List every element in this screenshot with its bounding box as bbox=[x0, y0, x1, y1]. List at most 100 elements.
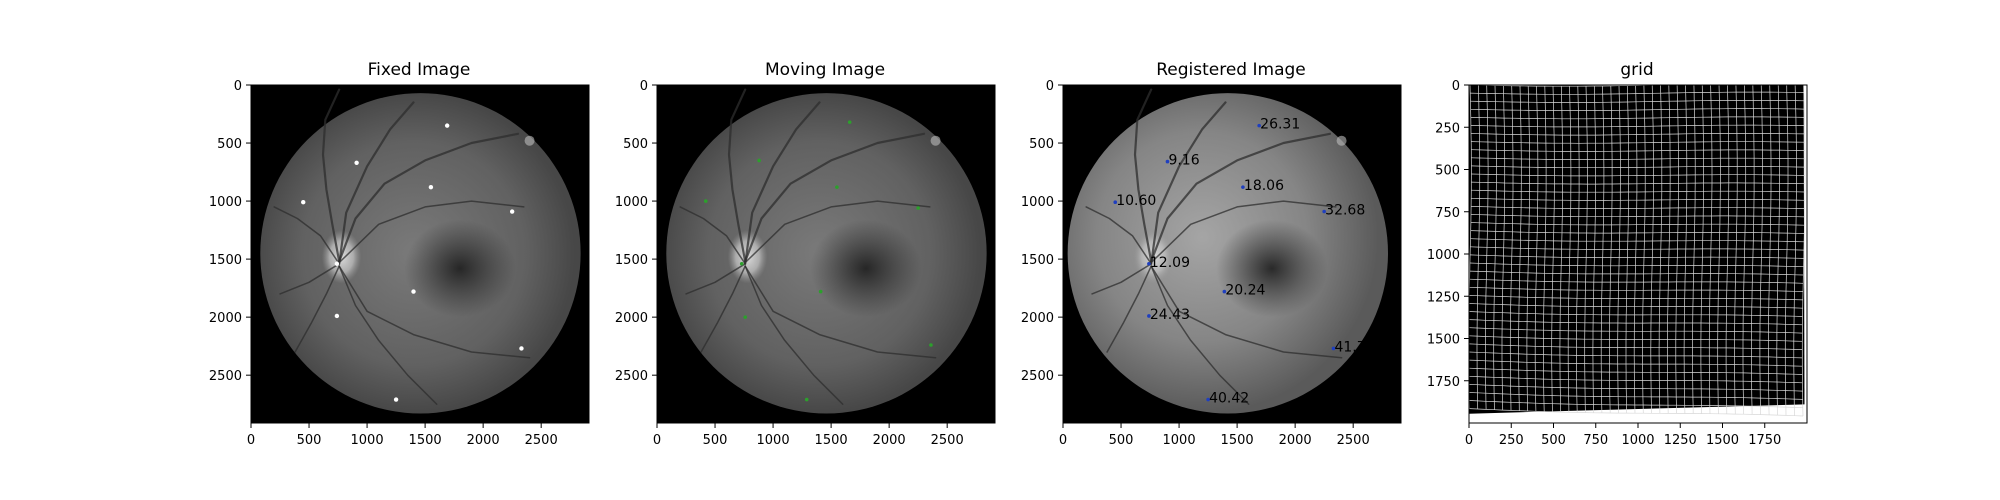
x-tick-label: 750 bbox=[1583, 433, 1608, 448]
macula bbox=[1216, 219, 1328, 318]
grid-line-horizontal bbox=[1469, 351, 1803, 359]
y-tick-label: 1000 bbox=[209, 195, 242, 210]
grid-line-horizontal bbox=[1469, 303, 1803, 309]
vessel bbox=[338, 101, 415, 265]
x-tick-label: 1750 bbox=[1748, 433, 1781, 448]
landmark-point bbox=[1257, 123, 1261, 128]
grid-line-horizontal bbox=[1470, 133, 1805, 136]
distance-label: 24.43 bbox=[1150, 307, 1190, 323]
distance-label: 20.24 bbox=[1225, 283, 1265, 299]
vessel bbox=[744, 101, 821, 265]
grid-line-horizontal bbox=[1470, 91, 1804, 95]
landmark-points bbox=[301, 123, 524, 402]
x-tick-label: 2500 bbox=[525, 433, 558, 448]
y-tick-label: 2000 bbox=[1021, 311, 1054, 326]
vessel bbox=[294, 265, 340, 353]
grid-line-horizontal bbox=[1471, 189, 1805, 193]
landmark-point bbox=[411, 289, 416, 294]
landmark-points: 26.31 9.16 18.06 10.60 32.68 12.09 20.24 24.43 4… bbox=[1113, 117, 1366, 407]
y-tick-label: 2500 bbox=[615, 369, 648, 384]
fixed-image-axes: 0 500 1000 1500 2000 2500 0 500 1000 1500 2000 2500 bbox=[209, 79, 590, 448]
axis-ticks: 0 500 1000 1500 2000 2500 0 500 1000 1500 2000 2500 bbox=[615, 79, 964, 448]
vessel bbox=[700, 265, 746, 353]
y-tick-label: 1000 bbox=[1021, 195, 1054, 210]
x-tick-label: 0 bbox=[653, 433, 661, 448]
panel-title: grid bbox=[1620, 60, 1653, 80]
landmark-point bbox=[1322, 209, 1326, 214]
x-tick-label: 2000 bbox=[467, 433, 500, 448]
grid-line-horizontal bbox=[1470, 222, 1805, 226]
grid-line-horizontal bbox=[1469, 295, 1803, 301]
grid-line-horizontal bbox=[1471, 181, 1806, 185]
landmark-point bbox=[334, 313, 340, 319]
grid-axes: 0 250 500 750 1000 1250 1500 1750 0 250 500 750 1000… bbox=[1427, 79, 1808, 448]
grid-line-horizontal bbox=[1469, 270, 1804, 276]
grid-line-horizontal bbox=[1469, 262, 1804, 268]
moving-image-axes: 0 500 1000 1500 2000 2500 0 500 1000 1500 2000 2500 bbox=[615, 79, 996, 448]
y-tick-label: 500 bbox=[217, 137, 242, 152]
grid-line-horizontal bbox=[1470, 108, 1805, 111]
fundus-image bbox=[1063, 85, 1401, 423]
y-tick-label: 1500 bbox=[615, 253, 648, 268]
grid-line-horizontal bbox=[1469, 384, 1803, 392]
axis-ticks: 0 250 500 750 1000 1250 1500 1750 0 250 500 750 1000… bbox=[1427, 79, 1781, 448]
y-tick-label: 2000 bbox=[615, 311, 648, 326]
vessel bbox=[338, 132, 520, 263]
y-tick-label: 1250 bbox=[1427, 290, 1460, 305]
x-tick-label: 0 bbox=[1059, 433, 1067, 448]
vessel bbox=[1085, 206, 1152, 265]
grid-line-horizontal bbox=[1469, 327, 1803, 334]
vessel bbox=[744, 265, 937, 359]
grid-line-horizontal bbox=[1470, 124, 1805, 128]
vessel bbox=[279, 263, 340, 295]
distance-label: 32.68 bbox=[1325, 203, 1365, 219]
panel-title: Fixed Image bbox=[368, 60, 471, 80]
x-tick-label: 1000 bbox=[757, 433, 790, 448]
y-tick-label: 750 bbox=[1435, 206, 1460, 221]
grid-line-horizontal bbox=[1471, 165, 1806, 169]
vessel bbox=[727, 88, 747, 263]
x-tick-label: 1500 bbox=[1221, 433, 1254, 448]
y-tick-label: 500 bbox=[1029, 137, 1054, 152]
grid-line-horizontal bbox=[1470, 230, 1805, 234]
x-tick-label: 1000 bbox=[351, 433, 384, 448]
vessel bbox=[744, 132, 926, 263]
x-tick-label: 2000 bbox=[873, 433, 906, 448]
landmark-point bbox=[739, 261, 744, 266]
landmark-point bbox=[1113, 200, 1118, 205]
x-tick-label: 500 bbox=[297, 433, 322, 448]
grid-line-horizontal bbox=[1470, 116, 1805, 120]
vessel bbox=[338, 265, 531, 359]
vessel bbox=[1150, 101, 1227, 265]
landmark-point bbox=[509, 209, 515, 214]
y-tick-label: 1000 bbox=[1427, 248, 1460, 263]
x-tick-label: 0 bbox=[247, 433, 255, 448]
landmark-point bbox=[393, 397, 399, 402]
y-tick-label: 1750 bbox=[1427, 375, 1460, 390]
x-tick-label: 2500 bbox=[931, 433, 964, 448]
vessel bbox=[1106, 265, 1152, 353]
y-tick-label: 250 bbox=[1435, 121, 1460, 136]
landmark-point bbox=[818, 289, 823, 294]
grid-line-horizontal bbox=[1469, 392, 1803, 400]
grid-line-horizontal bbox=[1469, 343, 1803, 350]
x-tick-label: 1500 bbox=[409, 433, 442, 448]
x-tick-label: 500 bbox=[703, 433, 728, 448]
grid-line-horizontal bbox=[1469, 359, 1803, 367]
landmark-point bbox=[428, 184, 434, 190]
vessel bbox=[338, 265, 438, 405]
deformation-grid bbox=[1469, 85, 1806, 417]
landmark-point bbox=[444, 123, 450, 128]
grid-line-horizontal bbox=[1469, 408, 1804, 417]
axes-frame bbox=[1062, 84, 1402, 424]
landmark-point bbox=[804, 397, 809, 402]
grid-line-horizontal bbox=[1469, 400, 1803, 409]
y-tick-label: 1500 bbox=[209, 253, 242, 268]
vessels bbox=[679, 88, 937, 405]
grid-line-horizontal bbox=[1471, 173, 1806, 177]
grid-line-horizontal bbox=[1470, 238, 1805, 243]
panel-title: Registered Image bbox=[1156, 60, 1306, 80]
y-tick-label: 0 bbox=[640, 79, 648, 94]
landmark-point bbox=[519, 346, 524, 351]
